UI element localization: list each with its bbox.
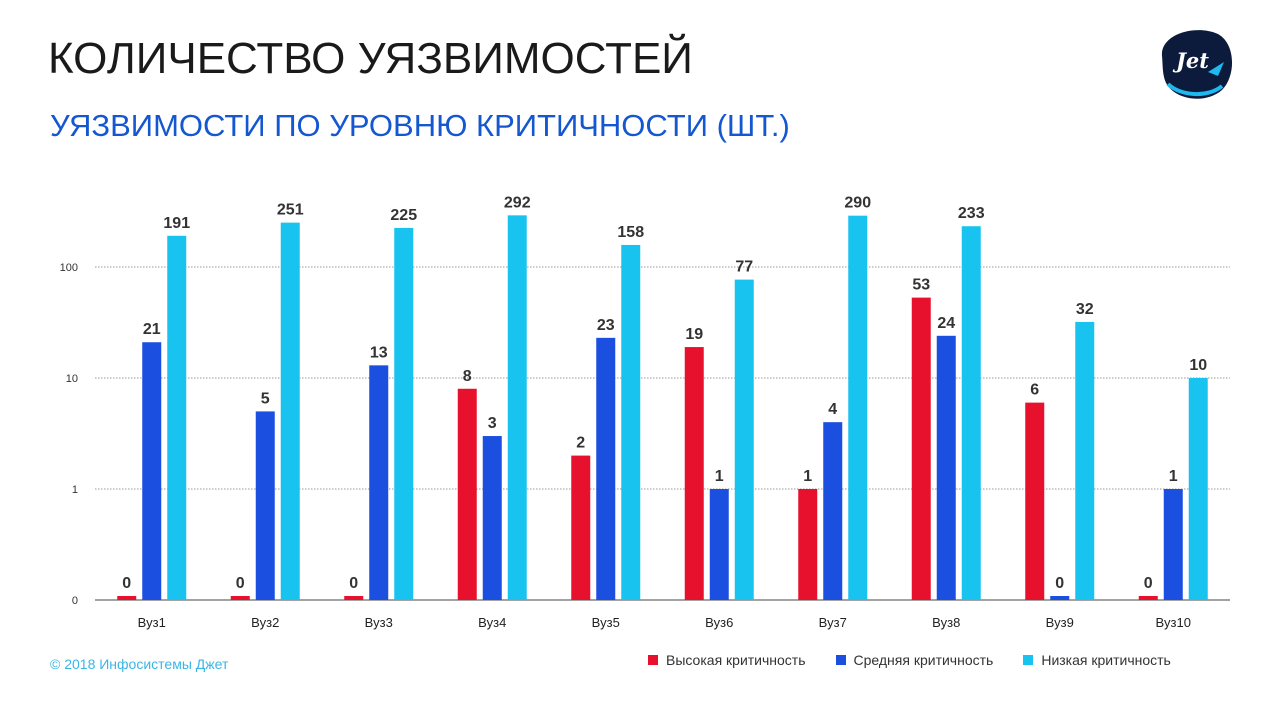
x-tick-label: Вуз4 [478,615,506,630]
bar-low [1188,378,1208,600]
x-tick-label: Вуз1 [138,615,166,630]
bar-high [798,489,818,600]
bar-medium [709,489,729,600]
bar-medium [596,337,616,600]
bar-low [734,279,754,600]
bar-low [507,215,527,600]
jet-logo: Jet [1161,30,1233,99]
bar-high [571,455,591,600]
legend-item-medium: Средняя критичность [835,652,994,668]
data-label: 0 [1055,575,1064,592]
bar-medium [142,342,162,600]
data-label: 8 [463,368,472,385]
page-title: КОЛИЧЕСТВО УЯЗВИМОСТЕЙ [48,34,693,83]
x-tick-label: Вуз5 [592,615,620,630]
data-label: 292 [504,194,531,211]
data-label: 21 [143,321,161,338]
legend-item-high: Высокая критичность [648,652,806,668]
data-label: 5 [261,390,270,407]
data-label: 0 [236,575,245,592]
data-label: 53 [912,277,930,294]
y-tick-label: 1 [72,484,78,496]
data-label: 158 [617,224,644,241]
legend-label-high: Высокая критичность [666,652,806,668]
legend-label-low: Низкая критичность [1041,652,1171,668]
data-label: 191 [163,215,190,232]
bar-medium [255,411,275,600]
data-label: 6 [1030,382,1039,399]
bar-medium [1050,596,1070,600]
legend-item-low: Низкая критичность [1023,652,1171,668]
data-label: 233 [958,205,985,222]
data-label: 19 [685,326,703,343]
bar-high [1025,402,1045,600]
data-label: 0 [122,575,131,592]
y-tick-label: 10 [66,373,78,385]
bar-medium [823,422,843,600]
copyright-footer: © 2018 Инфосистемы Джет [50,656,229,672]
bar-high [684,347,704,600]
data-label: 0 [1144,575,1153,592]
bar-high [1138,596,1158,600]
bar-high [117,596,137,600]
data-label: 1 [803,468,812,485]
legend-label-medium: Средняя критичность [853,652,994,668]
data-label: 24 [937,315,955,332]
data-label: 2 [576,435,585,452]
data-label: 225 [390,207,417,224]
x-tick-label: Вуз9 [1046,615,1074,630]
bar-low [848,215,868,600]
data-label: 0 [349,575,358,592]
bar-high [344,596,364,600]
bar-medium [936,335,956,600]
bar-medium [369,365,389,600]
bar-medium [1163,489,1183,600]
legend-swatch-low [1023,655,1034,665]
data-label: 290 [844,195,871,212]
legend-swatch-medium [835,655,846,665]
bar-medium [482,436,502,600]
data-label: 251 [277,202,304,219]
data-label: 23 [597,317,615,334]
data-label: 3 [488,415,497,432]
bar-low [961,226,981,600]
bar-low [167,235,187,600]
data-label: 1 [1169,468,1178,485]
chart-subtitle: УЯЗВИМОСТИ ПО УРОВНЮ КРИТИЧНОСТИ (ШТ.) [50,108,790,143]
legend-swatch-high [648,655,658,665]
x-tick-label: Вуз6 [705,615,733,630]
x-tick-label: Вуз2 [251,615,279,630]
x-tick-label: Вуз7 [819,615,847,630]
chart-legend: Высокая критичность Средняя критичность … [648,652,1171,668]
bar-low [1075,321,1095,600]
y-tick-label: 100 [60,262,78,274]
bar-low [394,227,414,600]
y-tick-label: 0 [72,595,78,607]
x-tick-label: Вуз10 [1156,615,1191,630]
data-label: 13 [370,344,388,361]
bar-high [230,596,250,600]
bar-high [457,388,477,600]
logo-text: Jet [1172,48,1209,73]
x-tick-label: Вуз8 [932,615,960,630]
x-tick-label: Вуз3 [365,615,393,630]
data-label: 10 [1189,357,1207,374]
data-label: 4 [828,401,837,418]
data-label: 32 [1076,301,1094,318]
bar-high [911,297,931,600]
data-label: 77 [735,259,753,276]
bar-low [280,222,300,600]
bar-low [621,244,641,600]
data-label: 1 [715,468,724,485]
